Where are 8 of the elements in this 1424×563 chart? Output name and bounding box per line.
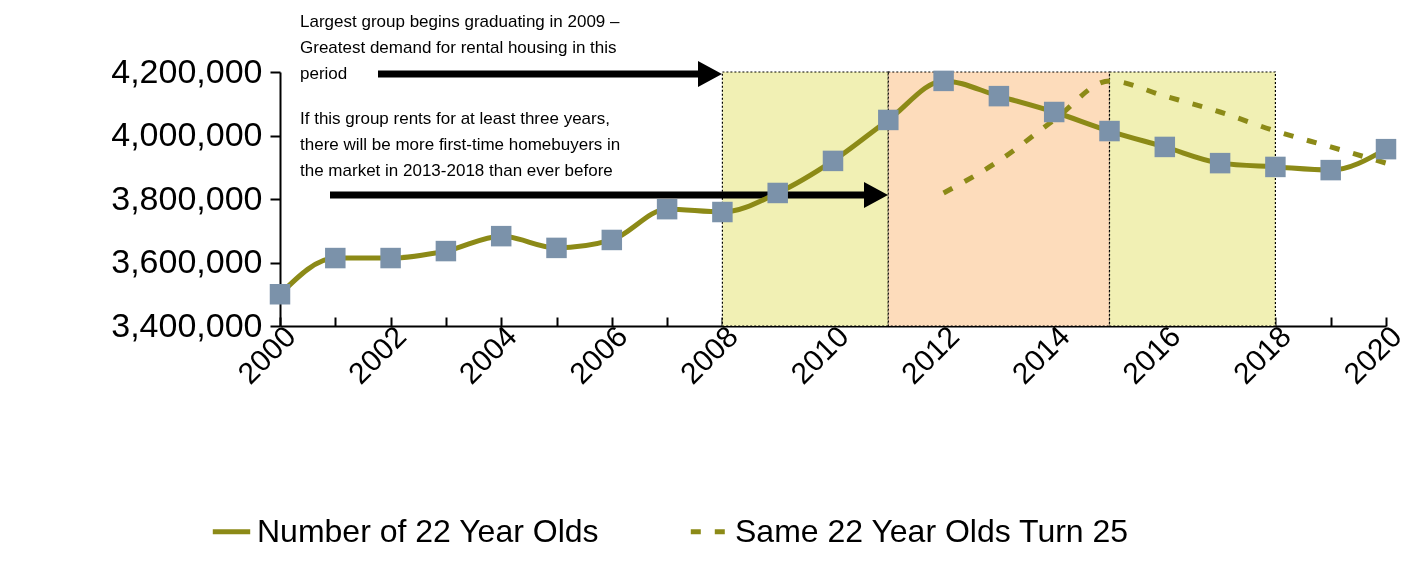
annotation: Largest group begins graduating in 2009 – Greatest demand for rental housing in this period (300, 12, 621, 83)
annotation: If this group rents for at least three years, there will be more first-time homebuyers in the market in 2013-2018 than ever before (300, 109, 621, 180)
y-tick-label: 3,600,000 (111, 242, 263, 280)
legend-label: Number of 22 Year Olds (257, 512, 599, 549)
y-tick-label: 4,200,000 (111, 51, 263, 90)
y-tick-label: 3,800,000 (111, 178, 263, 217)
legend-label: Same 22 Year Olds Turn 25 (735, 512, 1129, 549)
y-tick-label: 4,000,000 (111, 115, 263, 153)
